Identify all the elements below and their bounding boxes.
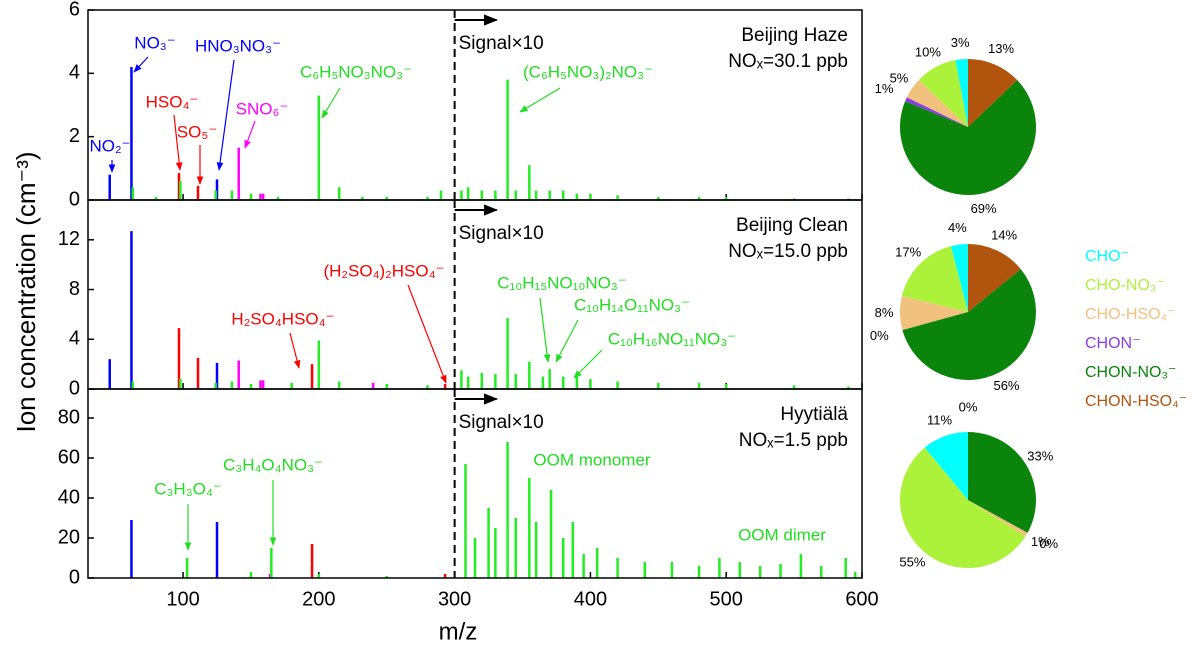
peak-arrow bbox=[173, 114, 183, 171]
x-tick-label: 200 bbox=[302, 588, 335, 610]
peak-arrow bbox=[519, 87, 561, 113]
legend-label: CHON⁻ bbox=[1085, 335, 1141, 352]
panel-frame bbox=[87, 388, 863, 579]
pie-label: 4% bbox=[948, 220, 967, 235]
panel-subtitle: NOₓ=30.1 ppb bbox=[728, 51, 848, 72]
peak-label: NO₂⁻ bbox=[89, 136, 130, 155]
peak-label: SNO₆⁻ bbox=[236, 99, 289, 118]
y-tick-label: 4 bbox=[69, 62, 80, 84]
pie-label: 3% bbox=[951, 35, 970, 50]
legend-label: CHO-HSO₄⁻ bbox=[1085, 306, 1176, 323]
note: Signal×10 bbox=[459, 33, 544, 54]
legend-label: CHO⁻ bbox=[1085, 248, 1129, 265]
y-tick-label: 4 bbox=[69, 328, 80, 350]
note: Signal×10 bbox=[459, 223, 544, 244]
peak-arrow bbox=[573, 349, 603, 379]
x-tick-label: 400 bbox=[574, 588, 607, 610]
peak-label: OOM dimer bbox=[738, 525, 826, 544]
pie-slice bbox=[955, 59, 968, 127]
x-tick-label: 100 bbox=[166, 588, 199, 610]
peak-label: C₁₀H₁₅NO₁₀NO₃⁻ bbox=[497, 273, 627, 292]
y-tick-label: 0 bbox=[69, 566, 80, 588]
peak-label: C₃H₃O₄⁻ bbox=[154, 479, 222, 498]
pie-label: 17% bbox=[895, 245, 921, 260]
pie-label: 0% bbox=[959, 399, 978, 414]
note: Signal×10 bbox=[459, 412, 544, 433]
panel-title: Beijing Haze bbox=[741, 25, 848, 46]
pie-slice bbox=[968, 500, 1028, 537]
y-tick-label: 0 bbox=[69, 377, 80, 399]
pie-label: 10% bbox=[915, 45, 941, 60]
pie-slice bbox=[924, 432, 968, 500]
peak-label: NO₃⁻ bbox=[134, 33, 175, 52]
x-tick-label: 300 bbox=[438, 588, 471, 610]
pie-slice bbox=[906, 80, 968, 127]
peak-label: HNO₃NO₃⁻ bbox=[195, 36, 281, 55]
pie-label: 14% bbox=[991, 228, 1017, 243]
pie-slice bbox=[968, 432, 1036, 533]
y-tick-label: 20 bbox=[58, 526, 80, 548]
peak-label: (C₆H₅NO₃)₂NO₃⁻ bbox=[523, 62, 653, 81]
x-axis-label: m/z bbox=[439, 618, 478, 645]
legend-label: CHO-NO₃⁻ bbox=[1085, 277, 1165, 294]
pie-label: 69% bbox=[971, 201, 997, 216]
x-tick-label: 600 bbox=[845, 588, 878, 610]
peak-arrow bbox=[216, 59, 235, 171]
pie-slice bbox=[918, 60, 968, 127]
pie-slice bbox=[901, 246, 968, 312]
pie-label: 0% bbox=[1039, 536, 1058, 551]
panel-title: Beijing Clean bbox=[736, 215, 848, 236]
peak-label: C₁₀H₁₄O₁₁NO₃⁻ bbox=[574, 295, 690, 314]
peak-label: H₂SO₄HSO₄⁻ bbox=[231, 309, 334, 328]
y-tick-label: 0 bbox=[69, 188, 80, 210]
peak-label: C₆H₅NO₃NO₃⁻ bbox=[300, 62, 412, 81]
y-axis-label: Ion concentration (cm⁻³) bbox=[11, 151, 41, 432]
pie-slice bbox=[905, 97, 968, 127]
peak-label: SO₅⁻ bbox=[177, 122, 217, 141]
x-tick-label: 500 bbox=[710, 588, 743, 610]
y-tick-label: 80 bbox=[58, 406, 80, 428]
pie-slice bbox=[900, 447, 1026, 568]
y-tick-label: 12 bbox=[58, 228, 80, 250]
y-tick-label: 8 bbox=[69, 278, 80, 300]
pie-slice bbox=[968, 59, 1018, 127]
pie-label: 11% bbox=[927, 412, 952, 427]
pie-label: 5% bbox=[890, 71, 909, 86]
pie-slice bbox=[900, 295, 968, 331]
y-tick-label: 6 bbox=[69, 0, 80, 20]
y-tick-label: 40 bbox=[58, 486, 80, 508]
pie-label: 0% bbox=[870, 328, 889, 343]
peak-arrow bbox=[289, 332, 301, 369]
pie-slice bbox=[902, 269, 1037, 380]
legend-label: CHON-NO₃⁻ bbox=[1085, 364, 1176, 381]
peak-label: HSO₄⁻ bbox=[146, 92, 199, 111]
y-tick-label: 60 bbox=[58, 446, 80, 468]
pie-label: 8% bbox=[875, 305, 894, 320]
peak-arrow bbox=[555, 319, 579, 363]
panel-title: Hyytiälä bbox=[780, 404, 848, 425]
pie-label: 56% bbox=[993, 378, 1019, 393]
peak-label: C₃H₄O₄NO₃⁻ bbox=[223, 455, 323, 474]
y-tick-label: 2 bbox=[69, 125, 80, 147]
pie-label: 1% bbox=[875, 81, 894, 96]
peak-label: OOM monomer bbox=[533, 450, 650, 469]
pie-label: 1% bbox=[1031, 534, 1050, 549]
peak-arrow bbox=[133, 56, 149, 73]
pie-slice bbox=[900, 80, 1036, 195]
peak-arrow bbox=[407, 284, 447, 384]
panel-subtitle: NOₓ=1.5 ppb bbox=[739, 430, 848, 451]
pie-label: 33% bbox=[1027, 449, 1053, 464]
pie-label: 13% bbox=[988, 41, 1014, 56]
panel-subtitle: NOₓ=15.0 ppb bbox=[728, 241, 848, 262]
pie-slice bbox=[950, 244, 968, 312]
pie-label: 55% bbox=[899, 554, 925, 569]
peak-arrow bbox=[321, 87, 341, 119]
peak-label: C₁₀H₁₆NO₁₁NO₃⁻ bbox=[608, 329, 736, 348]
legend-label: CHON-HSO₄⁻ bbox=[1085, 393, 1187, 410]
pie-slice bbox=[968, 244, 1021, 312]
peak-label: (H₂SO₄)₂HSO₄⁻ bbox=[323, 261, 444, 280]
peak-arrow bbox=[539, 297, 551, 363]
peak-arrow bbox=[244, 120, 256, 149]
